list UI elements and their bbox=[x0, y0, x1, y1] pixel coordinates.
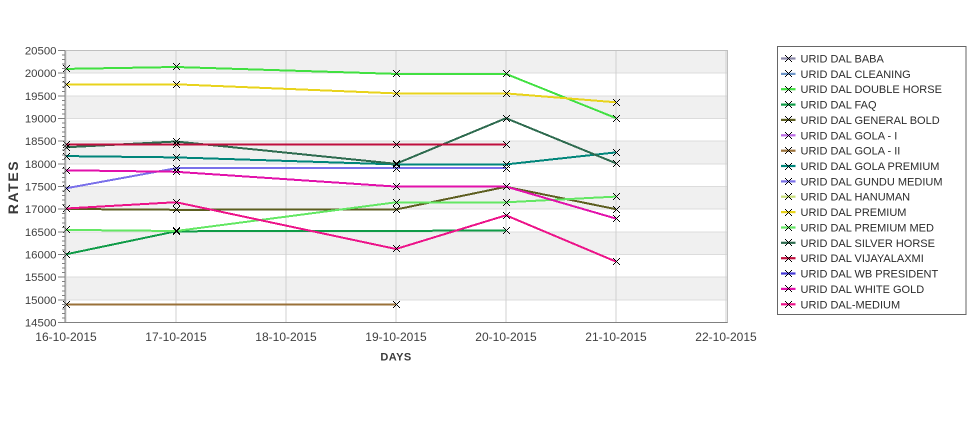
svg-text:URID DAL-MEDIUM: URID DAL-MEDIUM bbox=[801, 299, 901, 311]
svg-text:URID DAL GOLA - I: URID DAL GOLA - I bbox=[801, 130, 898, 142]
svg-text:17500: 17500 bbox=[25, 182, 57, 194]
svg-text:15500: 15500 bbox=[25, 272, 57, 284]
svg-text:20000: 20000 bbox=[25, 68, 57, 80]
svg-text:15000: 15000 bbox=[25, 295, 57, 307]
svg-text:18000: 18000 bbox=[25, 159, 57, 171]
svg-text:22-10-2015: 22-10-2015 bbox=[695, 330, 757, 344]
svg-text:URID DAL SILVER HORSE: URID DAL SILVER HORSE bbox=[801, 238, 935, 250]
svg-text:19-10-2015: 19-10-2015 bbox=[365, 330, 427, 344]
svg-text:16500: 16500 bbox=[25, 227, 57, 239]
svg-text:19000: 19000 bbox=[25, 114, 57, 126]
svg-text:17-10-2015: 17-10-2015 bbox=[145, 330, 207, 344]
svg-text:14500: 14500 bbox=[25, 318, 57, 330]
svg-text:16-10-2015: 16-10-2015 bbox=[35, 330, 97, 344]
svg-text:URID DAL VIJAYALAXMI: URID DAL VIJAYALAXMI bbox=[801, 253, 924, 265]
svg-text:RATES: RATES bbox=[5, 160, 21, 214]
svg-text:URID DAL FAQ: URID DAL FAQ bbox=[801, 100, 877, 112]
svg-text:URID DAL DOUBLE HORSE: URID DAL DOUBLE HORSE bbox=[801, 84, 942, 96]
svg-text:URID DAL BABA: URID DAL BABA bbox=[801, 54, 885, 66]
svg-text:20500: 20500 bbox=[25, 46, 57, 58]
svg-text:URID DAL HANUMAN: URID DAL HANUMAN bbox=[801, 192, 911, 204]
svg-text:20-10-2015: 20-10-2015 bbox=[475, 330, 537, 344]
svg-text:URID DAL CLEANING: URID DAL CLEANING bbox=[801, 69, 911, 81]
svg-text:17000: 17000 bbox=[25, 204, 57, 216]
svg-text:18-10-2015: 18-10-2015 bbox=[255, 330, 317, 344]
svg-text:21-10-2015: 21-10-2015 bbox=[585, 330, 647, 344]
svg-text:URID DAL GOLA PREMIUM: URID DAL GOLA PREMIUM bbox=[801, 161, 940, 173]
svg-text:URID DAL PREMIUM MED: URID DAL PREMIUM MED bbox=[801, 223, 934, 235]
svg-text:DAYS: DAYS bbox=[380, 352, 411, 364]
svg-text:URID DAL WB PRESIDENT: URID DAL WB PRESIDENT bbox=[801, 269, 939, 281]
svg-text:URID DAL GENERAL BOLD: URID DAL GENERAL BOLD bbox=[801, 115, 940, 127]
svg-text:16000: 16000 bbox=[25, 250, 57, 262]
svg-text:18500: 18500 bbox=[25, 136, 57, 148]
svg-text:URID DAL GUNDU MEDIUM: URID DAL GUNDU MEDIUM bbox=[801, 176, 943, 188]
svg-text:URID DAL GOLA - II: URID DAL GOLA - II bbox=[801, 146, 901, 158]
svg-text:URID DAL WHITE GOLD: URID DAL WHITE GOLD bbox=[801, 284, 925, 296]
svg-text:19500: 19500 bbox=[25, 91, 57, 103]
svg-text:URID DAL PREMIUM: URID DAL PREMIUM bbox=[801, 207, 907, 219]
